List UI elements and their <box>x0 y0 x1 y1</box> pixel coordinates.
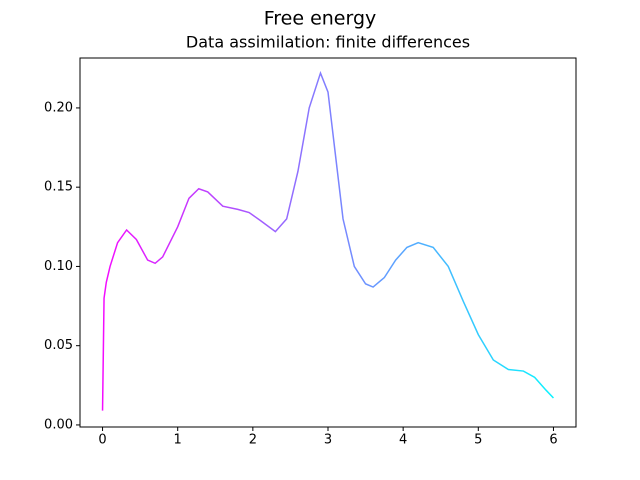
x-tick-label: 3 <box>324 433 332 448</box>
y-tick-label: 0.20 <box>44 100 73 115</box>
line <box>101 70 554 411</box>
x-tick-label: 6 <box>549 433 557 448</box>
x-tick-label: 5 <box>474 433 482 448</box>
suptitle: Free energy <box>264 8 377 30</box>
y-tick-label: 0.00 <box>44 417 73 432</box>
x-tick-label: 0 <box>98 433 106 448</box>
x-tick-label: 1 <box>174 433 182 448</box>
chart-title: Data assimilation: finite differences <box>186 33 470 52</box>
x-tick-label: 2 <box>249 433 257 448</box>
axes-frame <box>79 57 577 428</box>
y-tick-label: 0.10 <box>44 259 73 274</box>
y-tick-label: 0.15 <box>44 180 73 195</box>
x-tick-label: 4 <box>399 433 407 448</box>
y-tick-label: 0.05 <box>44 338 73 353</box>
